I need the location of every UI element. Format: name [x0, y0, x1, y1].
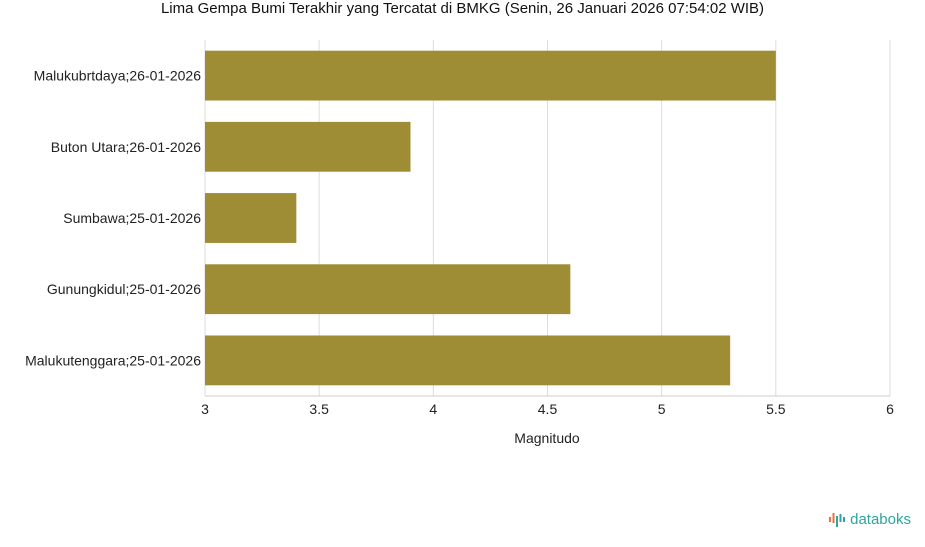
- y-category-label: Malukubrtdaya;26-01-2026: [34, 68, 202, 84]
- y-category-label: Malukutenggara;25-01-2026: [25, 352, 201, 368]
- databoks-logo-text: databoks: [850, 510, 911, 528]
- chart-title: Lima Gempa Bumi Terakhir yang Tercatat d…: [160, 0, 765, 17]
- databoks-logo-icon: [829, 513, 846, 527]
- x-tick-label: 5: [658, 401, 666, 417]
- y-category-label: Buton Utara;26-01-2026: [51, 139, 201, 155]
- x-tick-label: 6: [886, 401, 894, 417]
- bar: [205, 50, 776, 101]
- axes: 3 3.5 4 4.5 5 5.5 6 Malukubrtdaya;26-01-2026 But…: [25, 68, 894, 417]
- x-tick-label: 4.5: [538, 401, 558, 417]
- y-category-label: Gunungkidul;25-01-2026: [47, 281, 201, 297]
- bar: [205, 193, 297, 243]
- bar: [205, 335, 731, 386]
- databoks-watermark: databoks: [829, 509, 911, 529]
- bars: [205, 50, 776, 386]
- bar: [205, 264, 571, 315]
- x-tick-label: 3: [201, 401, 209, 417]
- x-axis-label: Magnitudo: [514, 430, 580, 446]
- x-tick-label: 3.5: [309, 401, 329, 417]
- y-category-label: Sumbawa;25-01-2026: [63, 210, 201, 226]
- bar: [205, 121, 411, 172]
- x-tick-label: 5.5: [766, 401, 786, 417]
- x-tick-label: 4: [429, 401, 437, 417]
